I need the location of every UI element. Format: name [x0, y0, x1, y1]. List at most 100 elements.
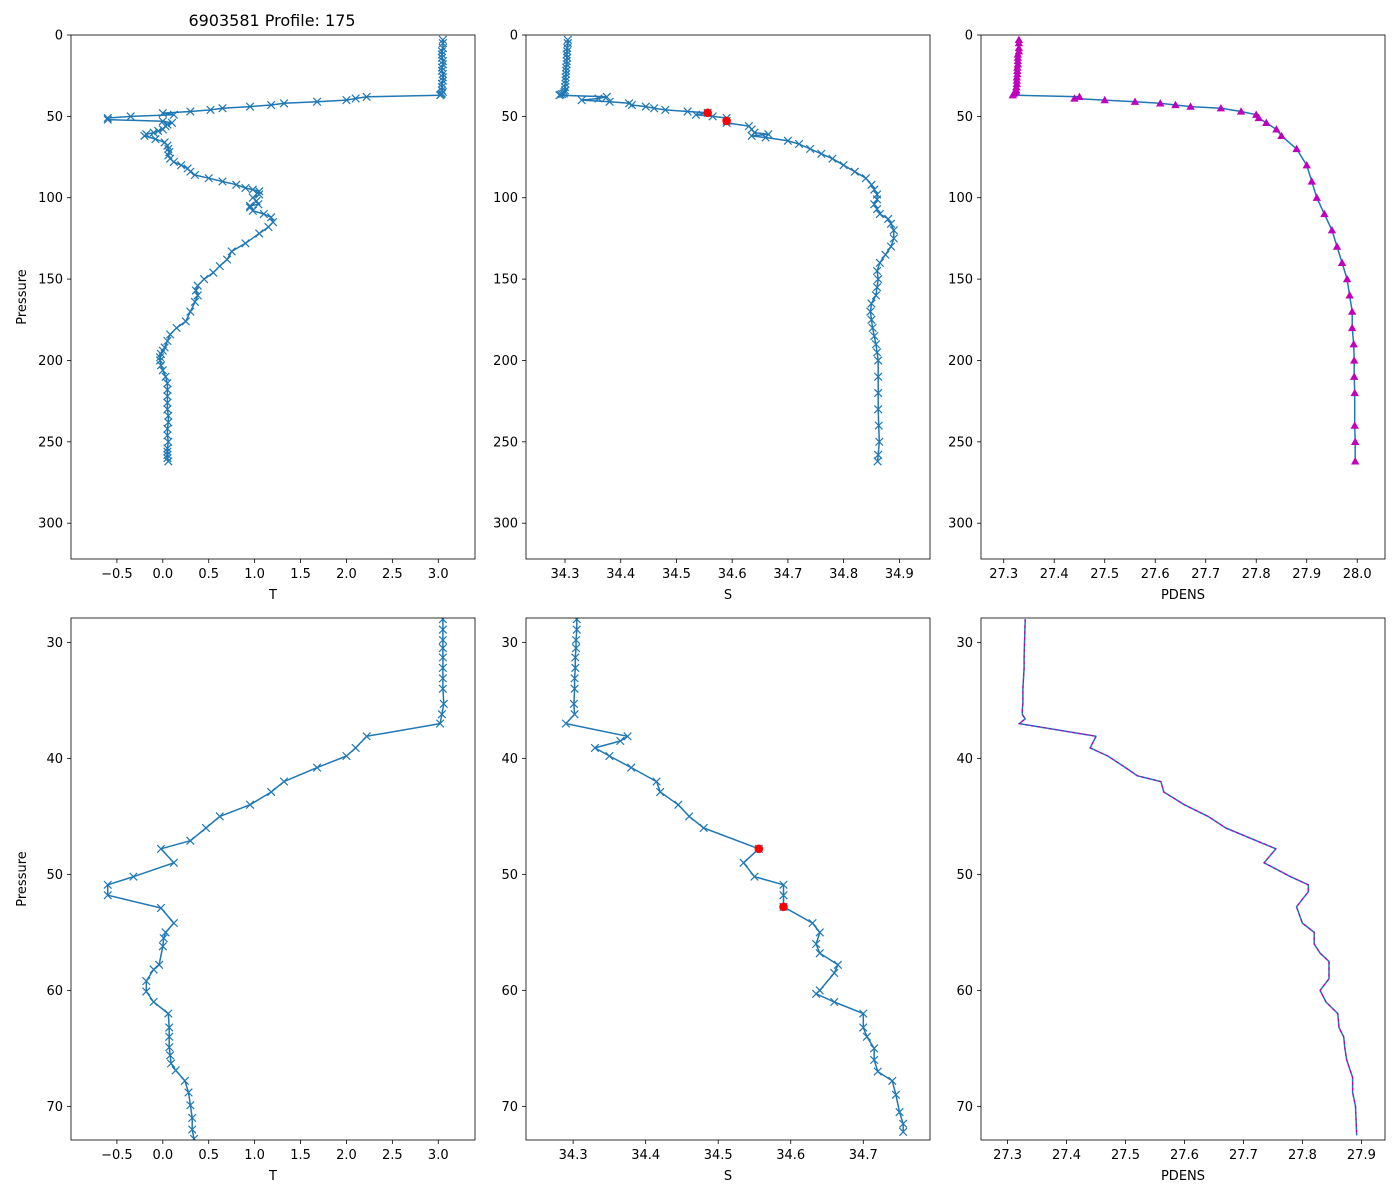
- data-point-triangle: [1347, 307, 1357, 315]
- data-point-x: [241, 239, 250, 248]
- data-point-x: [176, 160, 186, 170]
- data-point-x: [761, 133, 770, 142]
- data-point-x: [859, 1009, 868, 1018]
- data-point-x: [570, 710, 579, 719]
- series-line: [558, 39, 895, 462]
- data-point-x: [873, 388, 883, 398]
- subplot-zoom-salinity: 34.3 34.4 34.5 34.6 34.7 30 40 50 60 70 S: [501, 617, 931, 1184]
- plot-area: [555, 35, 899, 466]
- data-point-x: [204, 173, 213, 183]
- data-point-x: [873, 372, 883, 381]
- data-point-x: [889, 234, 899, 243]
- data-point-x: [872, 283, 882, 292]
- data-point-triangle: [1349, 339, 1358, 348]
- data-point-x: [206, 105, 215, 115]
- data-point-triangle: [1186, 102, 1195, 110]
- data-point-x: [888, 1076, 897, 1086]
- data-point-triangle: [1008, 91, 1018, 99]
- data-point-x: [165, 1042, 174, 1052]
- data-point-triangle: [1216, 104, 1226, 112]
- data-point-x: [815, 949, 824, 958]
- y-tick-label: 60: [46, 984, 63, 999]
- x-tick-label: 27.9: [1347, 1148, 1376, 1163]
- x-tick-label: 28.0: [1343, 567, 1372, 582]
- y-tick-label: 70: [46, 1100, 63, 1115]
- series-line: [1018, 619, 1358, 1136]
- data-point-x: [438, 643, 448, 653]
- data-point-triangle: [1292, 144, 1301, 153]
- data-point-x: [129, 872, 138, 881]
- y-tick-label: 40: [956, 752, 973, 767]
- data-point-triangle: [1347, 323, 1357, 332]
- data-point-x: [151, 134, 160, 144]
- data-point-x: [438, 625, 448, 634]
- data-point-x: [169, 110, 179, 119]
- data-point-x: [571, 663, 580, 673]
- data-point-x: [439, 699, 449, 709]
- data-point-x: [873, 274, 883, 284]
- data-point-x: [830, 997, 839, 1007]
- data-point-x: [156, 844, 166, 854]
- data-point-x: [163, 379, 172, 388]
- data-point-x: [209, 268, 218, 277]
- y-axis-label: Pressure: [15, 269, 30, 325]
- x-tick-label: 2.5: [382, 567, 403, 582]
- x-tick-label: 1.5: [290, 567, 311, 582]
- y-tick-label: 70: [501, 1100, 518, 1115]
- data-point-x: [868, 323, 877, 333]
- data-point-x: [186, 836, 195, 845]
- data-point-x: [181, 317, 190, 326]
- data-point-x: [149, 965, 158, 974]
- x-tick-label: 27.8: [1288, 1148, 1317, 1163]
- data-point-triangle: [1302, 160, 1311, 169]
- data-point-x: [859, 1023, 868, 1032]
- data-point-x: [861, 173, 871, 183]
- data-point-x: [562, 56, 571, 66]
- data-point-triangle: [1262, 118, 1271, 127]
- x-tick-label: 1.5: [290, 1148, 311, 1163]
- data-point-x: [245, 201, 255, 211]
- y-tick-label: 40: [501, 752, 518, 767]
- data-point-x: [191, 286, 201, 295]
- data-point-x: [674, 800, 683, 809]
- flagged-point: [722, 116, 731, 126]
- data-point-x: [577, 95, 586, 105]
- data-point-x: [227, 247, 236, 256]
- flagged-point: [779, 902, 788, 912]
- data-point-x: [156, 903, 166, 913]
- data-point-x: [149, 128, 158, 137]
- data-point-x: [159, 933, 168, 943]
- data-point-x: [165, 1032, 174, 1041]
- y-tick-label: 0: [510, 29, 518, 44]
- data-point-triangle: [1272, 125, 1281, 133]
- data-point-triangle: [1012, 79, 1022, 87]
- x-tick-label: 1.0: [244, 1148, 265, 1163]
- data-point-x: [279, 777, 289, 786]
- data-point-x: [165, 330, 175, 339]
- data-point-x: [750, 872, 759, 881]
- data-point-x: [163, 385, 172, 394]
- data-point-x: [351, 94, 360, 103]
- x-tick-label: 34.8: [829, 567, 858, 582]
- data-point-x: [562, 60, 571, 69]
- data-point-x: [898, 1127, 908, 1137]
- x-tick-label: 34.6: [718, 567, 747, 582]
- data-point-x: [623, 732, 632, 741]
- y-tick-label: 150: [493, 273, 518, 288]
- data-point-x: [218, 104, 227, 113]
- data-point-x: [245, 800, 255, 809]
- data-point-x: [193, 281, 202, 290]
- flagged-point: [754, 844, 764, 854]
- data-point-x: [103, 113, 112, 123]
- axes-frame: [70, 34, 476, 560]
- data-point-triangle: [1236, 107, 1246, 115]
- series-line: [1012, 39, 1356, 462]
- data-point-x: [571, 643, 581, 653]
- series-line: [106, 39, 444, 462]
- data-point-x: [563, 43, 572, 53]
- x-tick-label: 34.9: [885, 567, 914, 582]
- data-point-x: [165, 1023, 174, 1032]
- data-point-x: [149, 997, 158, 1007]
- data-point-x: [155, 352, 165, 362]
- axes-frame: [980, 617, 1386, 1141]
